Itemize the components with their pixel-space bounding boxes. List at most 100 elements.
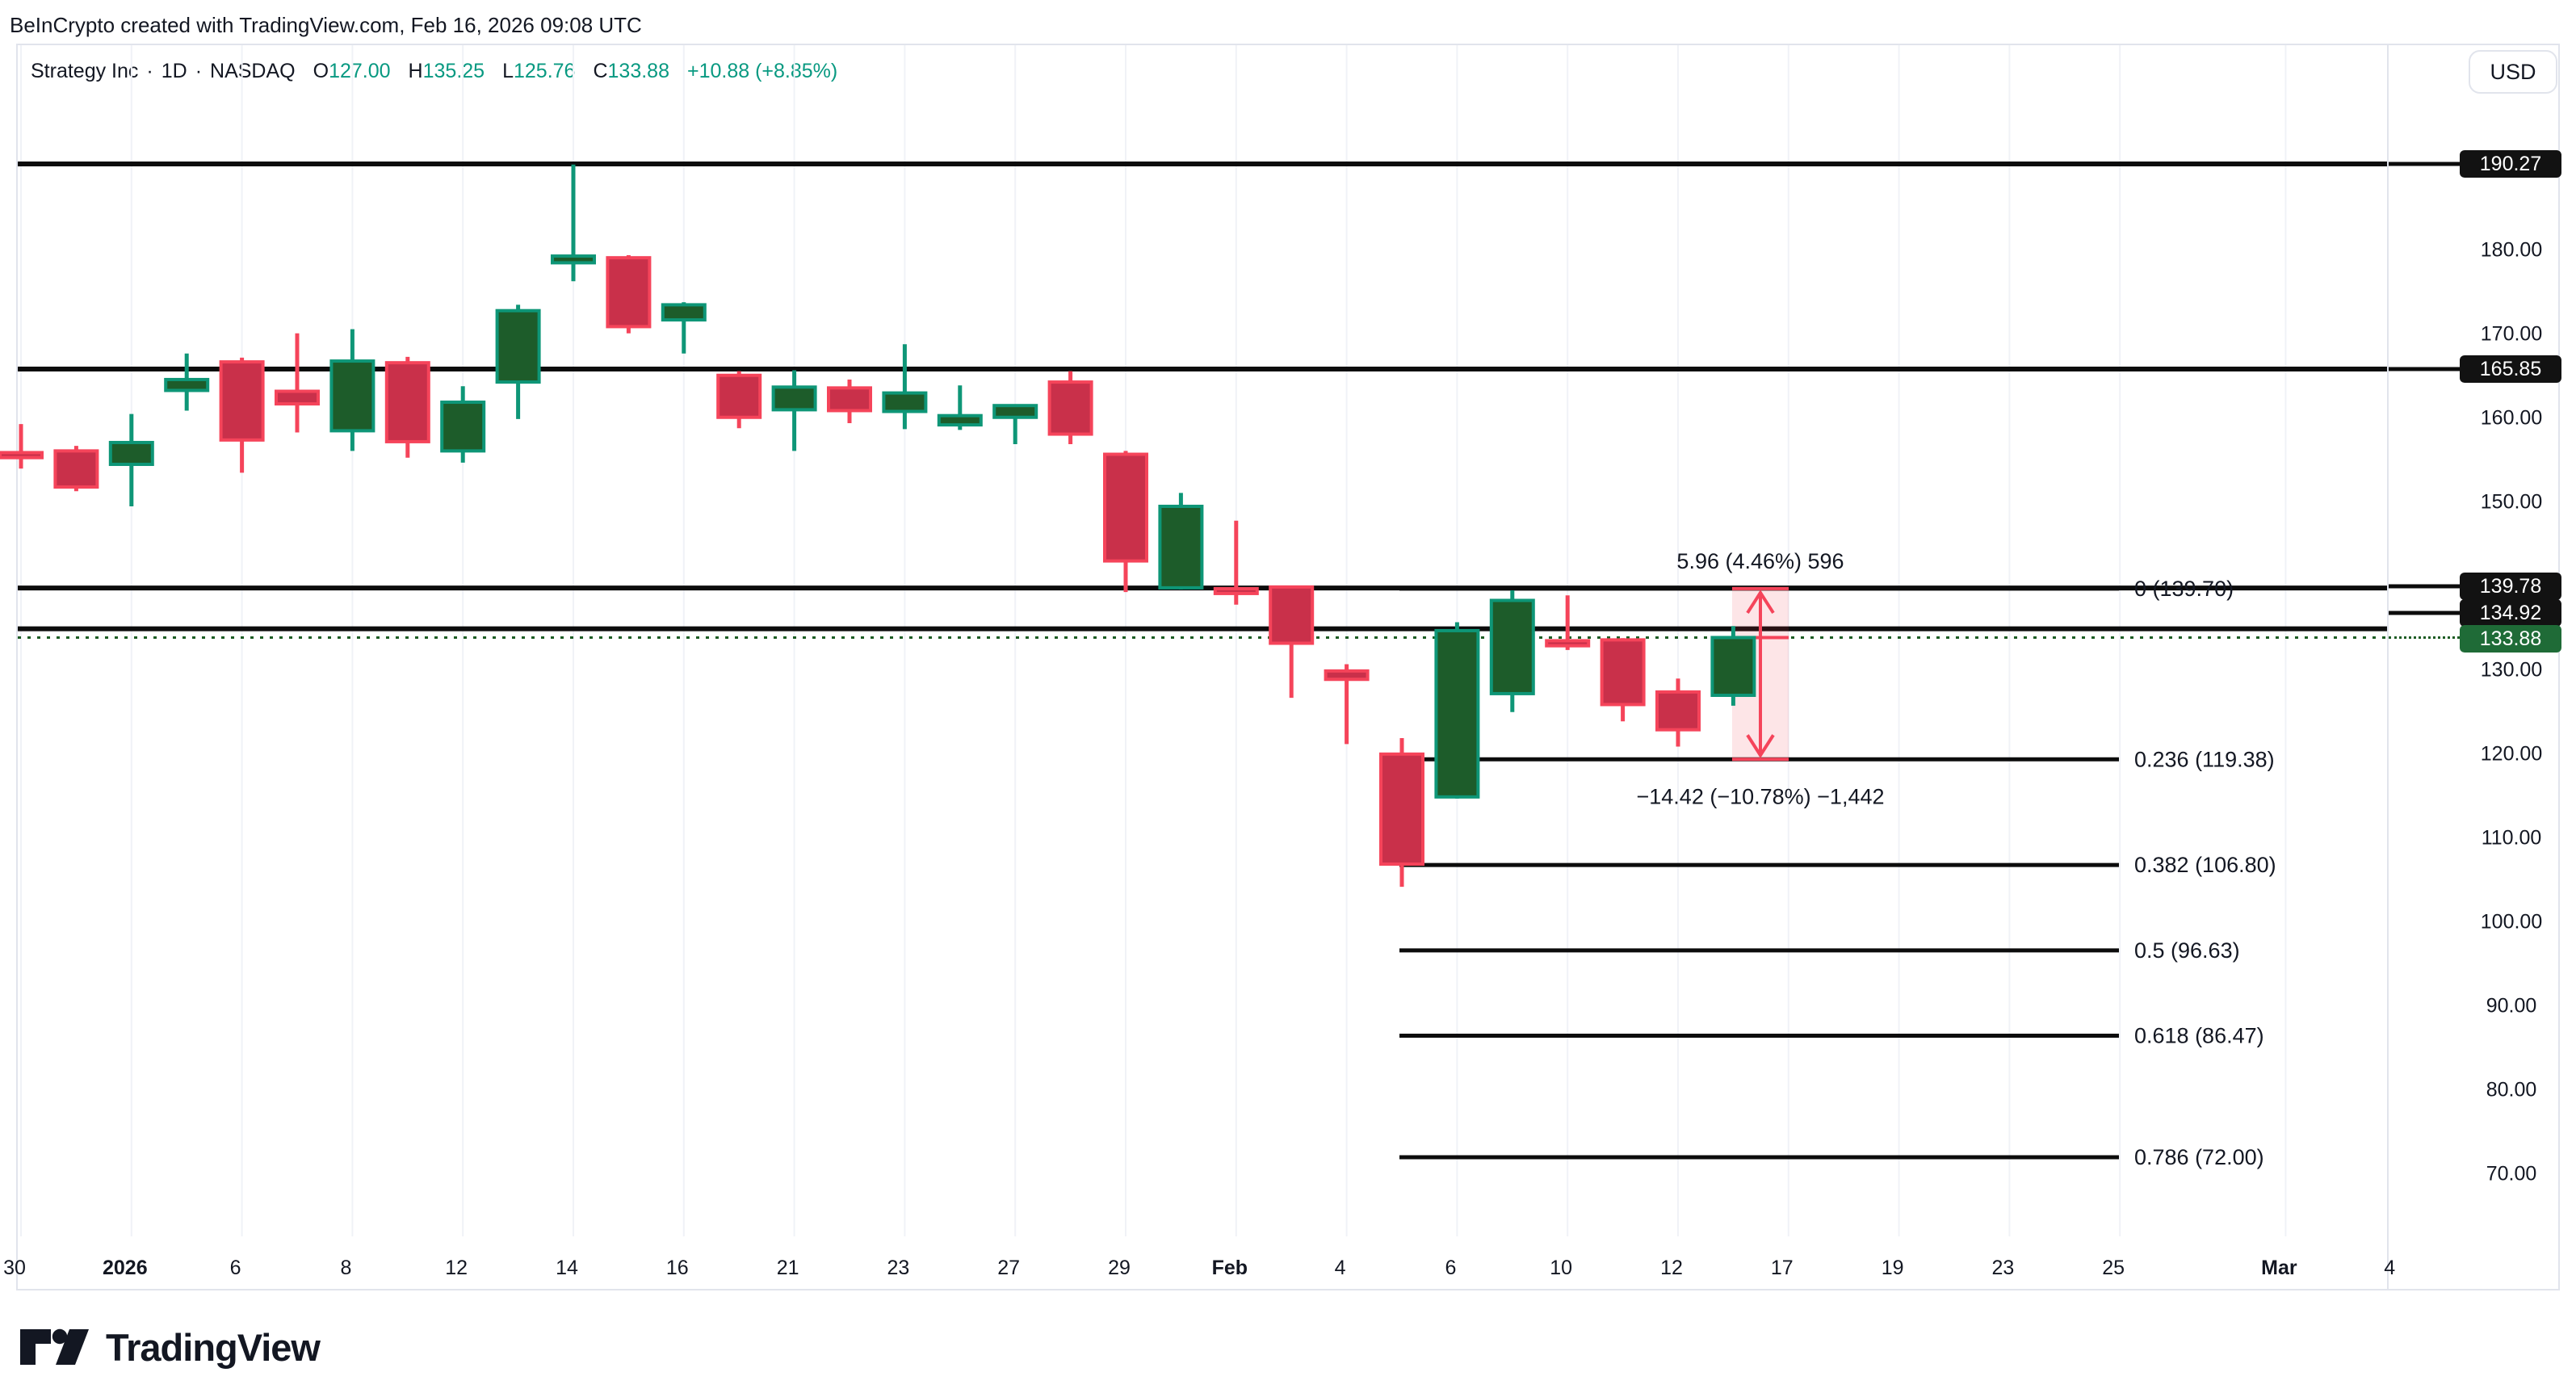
- candle-down[interactable]: [0, 451, 44, 460]
- candle-down[interactable]: [1655, 690, 1701, 732]
- candle-up[interactable]: [1489, 598, 1535, 695]
- candle-up[interactable]: [440, 401, 486, 453]
- change-value: +10.88 (+8.85%): [686, 59, 838, 82]
- time-axis-label[interactable]: 29: [1108, 1257, 1131, 1279]
- last-price-badge[interactable]: 133.88: [2460, 625, 2561, 653]
- candle-up[interactable]: [108, 440, 154, 467]
- price-axis-tick[interactable]: 90.00: [2486, 994, 2537, 1018]
- measure-arrowhead-down: [1746, 734, 1775, 758]
- price-axis-tick[interactable]: 130.00: [2480, 658, 2543, 682]
- price-axis-separator[interactable]: [2387, 44, 2389, 1289]
- axis-line-stub: [2389, 162, 2460, 166]
- candle-down[interactable]: [1213, 586, 1259, 595]
- fib-level-label: 0.618 (86.47): [2134, 1024, 2264, 1048]
- price-axis-tick[interactable]: 80.00: [2486, 1078, 2537, 1102]
- time-axis-label[interactable]: 2026: [102, 1257, 148, 1279]
- time-axis-label[interactable]: 17: [1770, 1257, 1794, 1279]
- candle-down[interactable]: [1269, 585, 1315, 645]
- legend-separator: ·: [195, 59, 203, 82]
- fib-level-label: 0.5 (96.63): [2134, 938, 2240, 963]
- time-axis-label[interactable]: 6: [1445, 1257, 1457, 1279]
- candle-down[interactable]: [1103, 452, 1148, 563]
- card-border-left: [16, 44, 18, 1290]
- candle-up[interactable]: [771, 385, 817, 412]
- candle-up[interactable]: [661, 303, 707, 322]
- time-axis-label[interactable]: 4: [2384, 1257, 2396, 1279]
- time-axis-label[interactable]: 4: [1334, 1257, 1346, 1279]
- candle-up[interactable]: [1710, 636, 1756, 698]
- candle-down[interactable]: [384, 361, 430, 443]
- candle-up[interactable]: [937, 413, 983, 427]
- candle-down[interactable]: [1600, 638, 1646, 707]
- legend-separator: ·: [146, 59, 153, 82]
- price-axis-tick[interactable]: 120.00: [2480, 742, 2543, 766]
- candle-down[interactable]: [716, 373, 762, 419]
- candle-down[interactable]: [1545, 639, 1591, 648]
- time-axis-label[interactable]: 23: [1991, 1257, 2015, 1279]
- time-axis-label[interactable]: 19: [1881, 1257, 1904, 1279]
- time-axis-label[interactable]: 6: [229, 1257, 241, 1279]
- price-axis-tick[interactable]: 110.00: [2481, 826, 2542, 850]
- candle-down[interactable]: [606, 256, 652, 329]
- time-axis-label[interactable]: 12: [1660, 1257, 1683, 1279]
- candle-down[interactable]: [1324, 669, 1370, 682]
- price-line-badge[interactable]: 190.27: [2460, 150, 2561, 178]
- price-axis-tick[interactable]: 170.00: [2480, 322, 2543, 346]
- fib-level-label: 0 (139.70): [2134, 577, 2234, 601]
- candle-down[interactable]: [275, 389, 320, 406]
- time-axis-label[interactable]: 12: [445, 1257, 468, 1279]
- time-axis-label[interactable]: 16: [665, 1257, 689, 1279]
- candle-down[interactable]: [53, 449, 99, 489]
- candle-down[interactable]: [827, 386, 872, 413]
- time-axis-label[interactable]: 23: [887, 1257, 910, 1279]
- time-axis-label[interactable]: Mar: [2261, 1257, 2297, 1279]
- interval-label[interactable]: 1D: [161, 59, 187, 82]
- price-line-badge[interactable]: 139.78: [2460, 573, 2561, 600]
- price-line-badge[interactable]: 165.85: [2460, 355, 2561, 383]
- candle-up[interactable]: [329, 359, 375, 433]
- candle-up[interactable]: [992, 404, 1038, 419]
- price-axis-tick[interactable]: 70.00: [2486, 1162, 2537, 1185]
- open-value: 127.00: [329, 59, 391, 82]
- price-axis-tick[interactable]: 160.00: [2480, 406, 2543, 430]
- candle-up[interactable]: [164, 377, 210, 392]
- time-axis-label[interactable]: 25: [2102, 1257, 2125, 1279]
- measure-up-label: 5.96 (4.46%) 596: [1676, 549, 1844, 573]
- price-axis-tick[interactable]: 180.00: [2480, 238, 2543, 262]
- open-label: O127.00: [313, 59, 391, 82]
- exchange-label[interactable]: NASDAQ: [210, 59, 296, 82]
- time-axis-label[interactable]: Feb: [1211, 1257, 1248, 1279]
- time-axis-label[interactable]: 8: [340, 1257, 352, 1279]
- tradingview-logo[interactable]: TradingView: [20, 1323, 321, 1371]
- candle-up[interactable]: [1158, 505, 1204, 590]
- axis-line-stub-dotted: [2389, 636, 2460, 641]
- candle-down[interactable]: [219, 360, 265, 442]
- price-line-badge[interactable]: 134.92: [2460, 599, 2561, 627]
- candle-down[interactable]: [1047, 380, 1093, 436]
- candle-up[interactable]: [495, 308, 541, 384]
- card-border-bottom: [16, 1289, 2560, 1290]
- symbol-name[interactable]: Strategy Inc: [31, 59, 139, 82]
- candle-up[interactable]: [551, 254, 596, 265]
- low-label: L125.76: [502, 59, 576, 82]
- price-axis-tick[interactable]: 100.00: [2480, 910, 2543, 934]
- fib-level-label: 0.786 (72.00): [2134, 1145, 2264, 1169]
- time-axis-label[interactable]: 30: [3, 1257, 26, 1279]
- card-border-top: [16, 44, 2560, 45]
- axis-line-stub: [2389, 367, 2460, 371]
- time-axis-label[interactable]: 14: [556, 1257, 578, 1279]
- currency-toggle-button[interactable]: USD: [2469, 50, 2557, 94]
- time-axis-label[interactable]: 27: [997, 1257, 1021, 1279]
- time-axis-label[interactable]: 10: [1550, 1257, 1573, 1279]
- tradingview-logo-icon: [20, 1328, 89, 1365]
- time-axis-label[interactable]: 21: [776, 1257, 799, 1279]
- price-axis-tick[interactable]: 150.00: [2480, 490, 2543, 514]
- candle-up[interactable]: [882, 391, 928, 413]
- candle-up[interactable]: [1434, 628, 1480, 799]
- candle-down[interactable]: [1379, 752, 1424, 867]
- close-label: C133.88: [593, 59, 669, 82]
- symbol-legend[interactable]: Strategy Inc · 1D · NASDAQ O127.00 H135.…: [31, 57, 837, 86]
- high-label: H135.25: [408, 59, 485, 82]
